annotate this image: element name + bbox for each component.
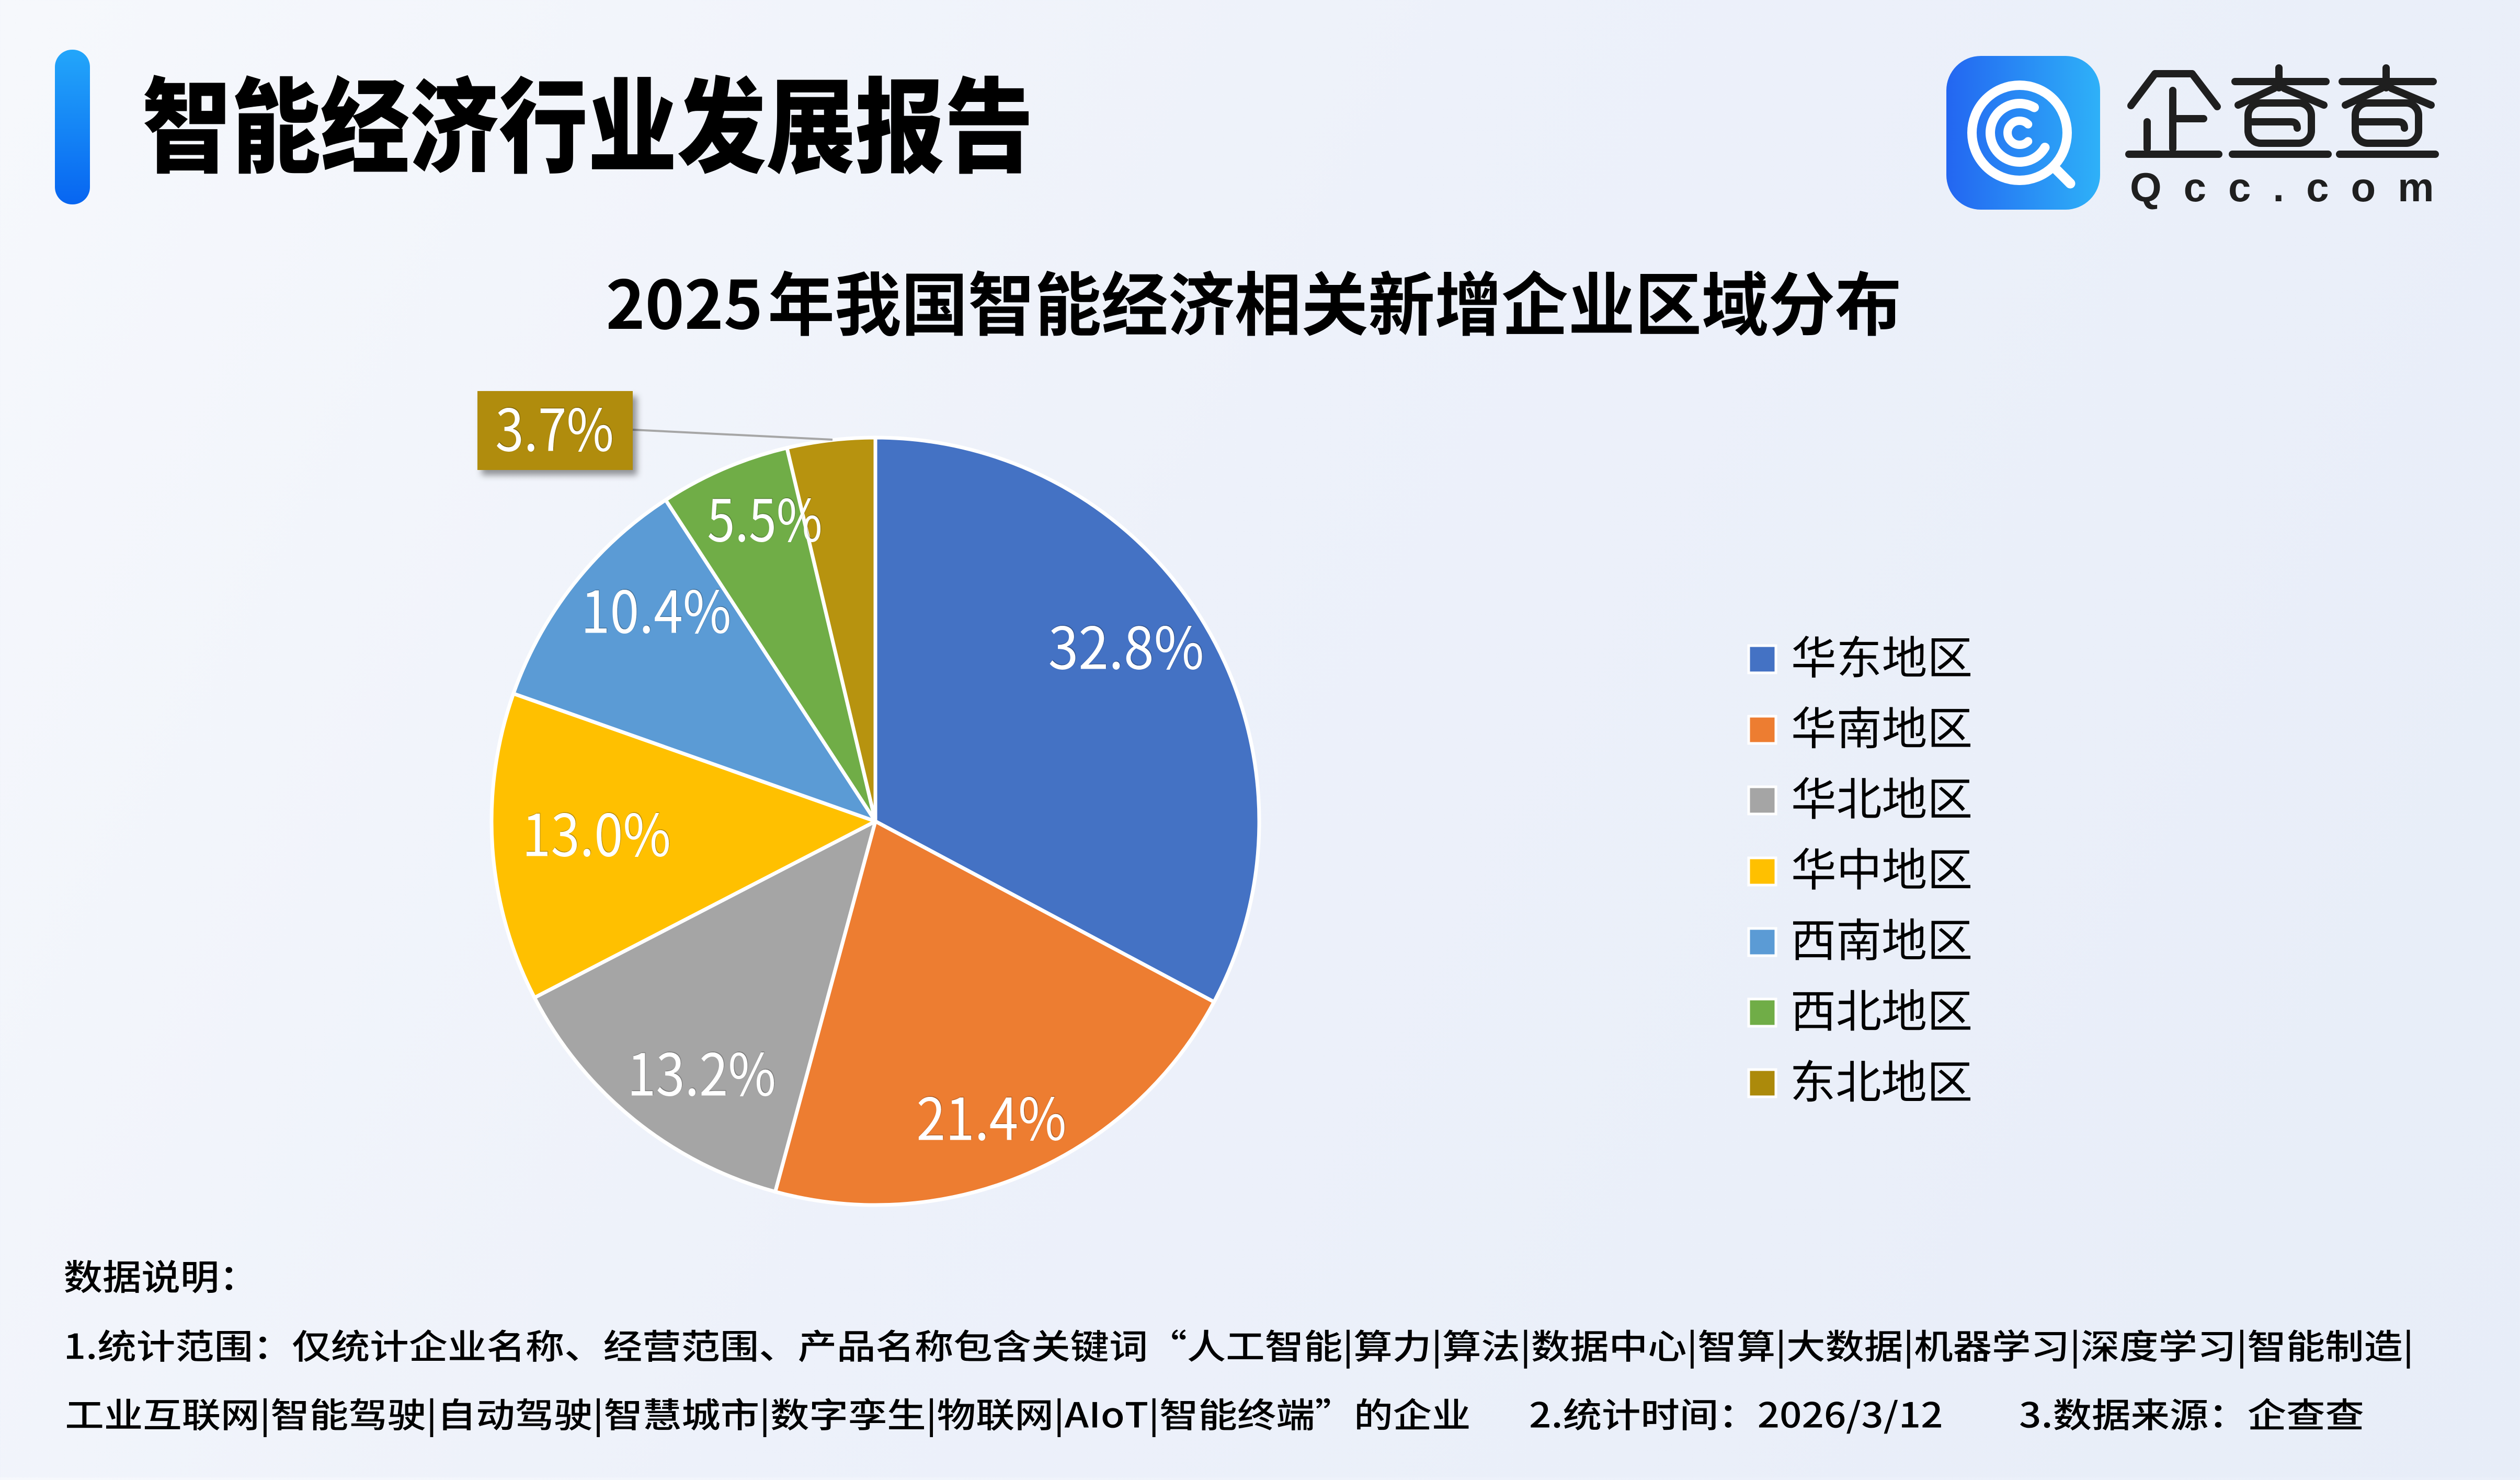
svg-text:Qcc.com: Qcc.com [2130, 164, 2456, 210]
